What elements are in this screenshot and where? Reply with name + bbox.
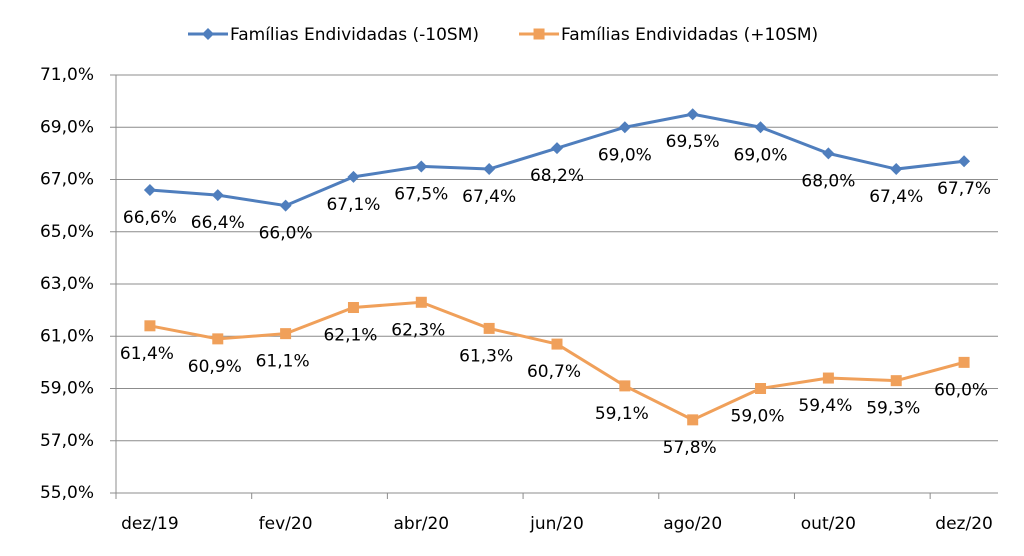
marker [687,414,699,426]
marker [143,183,156,196]
y-tick-label: 61,0% [40,326,94,346]
data-label: 59,0% [731,407,785,427]
x-tick-label: dez/19 [121,514,179,534]
marker [483,163,496,176]
data-label: 66,0% [259,224,313,244]
y-tick-label: 63,0% [40,274,94,294]
marker [822,147,835,160]
marker [958,155,971,168]
y-tick-label: 57,0% [40,431,94,451]
marker [415,296,427,308]
marker [958,356,970,368]
data-label: 60,7% [527,362,581,382]
marker [822,372,834,384]
data-label: 68,2% [530,166,584,186]
marker [551,142,563,155]
marker [280,328,292,340]
y-tick-label: 71,0% [40,65,94,85]
data-label: 69,5% [666,132,720,152]
data-label: 62,1% [323,326,377,346]
marker [754,121,767,134]
marker [618,121,631,134]
marker [212,333,224,345]
data-label: 66,4% [191,213,245,233]
data-label: 69,0% [598,145,652,165]
legend-label: Famílias Endividadas (+10SM) [561,25,818,45]
marker [686,108,699,121]
y-tick-label: 67,0% [40,170,94,190]
data-label: 69,0% [734,145,788,165]
marker [483,322,495,334]
marker [755,383,767,394]
series-line [149,112,965,208]
data-label: 62,3% [391,320,445,340]
marker [347,302,359,314]
marker [619,380,631,392]
data-label: 61,4% [120,344,174,364]
data-label: 59,1% [595,404,649,424]
y-tick-label: 59,0% [40,379,94,399]
marker [551,338,563,350]
x-tick-label: dez/20 [935,514,993,534]
data-label: 61,1% [256,352,310,372]
data-label: 59,3% [866,399,920,419]
data-label: 67,1% [326,195,380,215]
marker [890,375,902,387]
marker [211,189,224,202]
marker [279,199,292,212]
y-tick-label: 69,0% [40,117,94,137]
x-tick-label: ago/20 [663,514,722,534]
data-label: 67,4% [462,187,516,207]
y-tick-label: 65,0% [40,222,94,242]
data-label: 66,6% [123,208,177,228]
data-label: 60,0% [934,380,988,400]
data-label: 57,8% [663,438,717,458]
marker [533,28,545,40]
x-tick-label: fev/20 [259,514,313,534]
legend-label: Famílias Endividadas (-10SM) [230,25,479,45]
marker [202,28,214,40]
x-tick-label: out/20 [801,514,856,534]
data-label: 60,9% [188,357,242,377]
data-label: 67,5% [394,184,448,204]
marker [347,170,360,183]
data-label: 67,7% [937,179,991,199]
marker [415,160,428,173]
y-tick-label: 55,0% [40,483,94,503]
data-label: 61,3% [459,346,513,366]
data-label: 59,4% [798,396,852,416]
data-label: 67,4% [869,187,923,207]
x-tick-label: jun/20 [529,514,584,534]
marker [144,320,156,332]
data-label: 68,0% [801,171,855,191]
x-tick-label: abr/20 [394,514,450,534]
marker [890,163,903,176]
